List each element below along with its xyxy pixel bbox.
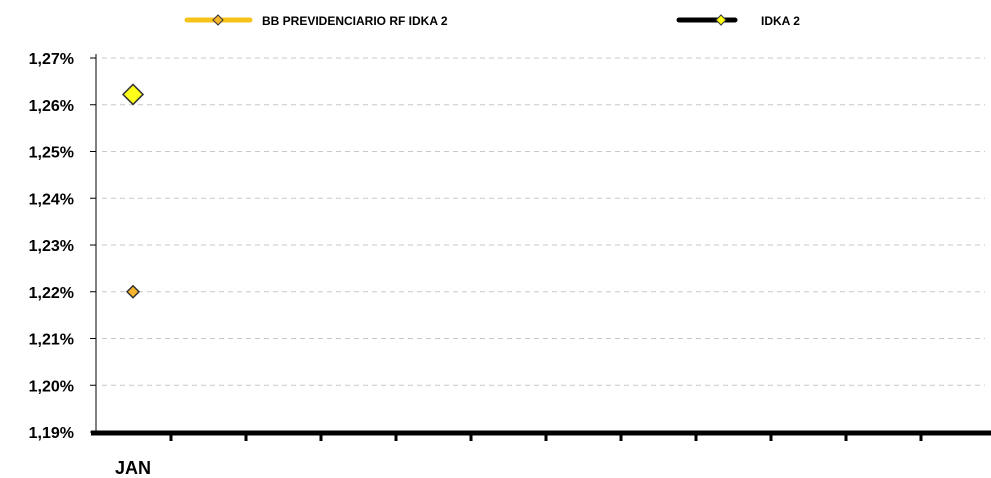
legend-item-series-2: IDKA 2	[676, 14, 800, 28]
y-tick-label: 1,22%	[29, 285, 74, 302]
legend-label-series-1: BB PREVIDENCIARIO RF IDKA 2	[262, 14, 448, 28]
data-point-series-2	[121, 83, 145, 106]
y-tick-label: 1,27%	[29, 51, 74, 68]
y-tick-label: 1,21%	[29, 332, 74, 349]
y-tick-label: 1,25%	[29, 145, 74, 162]
legend-item-series-1: BB PREVIDENCIARIO RF IDKA 2	[184, 14, 448, 28]
series-layer	[121, 83, 145, 299]
data-point-series-1	[125, 284, 141, 299]
y-axis: 1,27% 1,26% 1,25% 1,24% 1,23% 1,22% 1,21% 1,20%…	[29, 51, 97, 442]
y-tick-label: 1,20%	[29, 378, 74, 395]
gridlines	[102, 57, 985, 386]
legend-marker-series-1	[212, 14, 224, 26]
legend-label-series-2: IDKA 2	[761, 14, 800, 28]
legend: BB PREVIDENCIARIO RF IDKA 2 IDKA 2	[184, 14, 800, 28]
y-tick-label: 1,26%	[29, 98, 74, 115]
legend-marker-series-2	[715, 14, 727, 26]
x-tick-label: JAN	[115, 458, 151, 478]
x-axis: JAN	[91, 430, 991, 478]
y-tick-label: 1,23%	[29, 238, 74, 255]
y-tick-label: 1,19%	[29, 425, 74, 442]
y-tick-label: 1,24%	[29, 191, 74, 208]
